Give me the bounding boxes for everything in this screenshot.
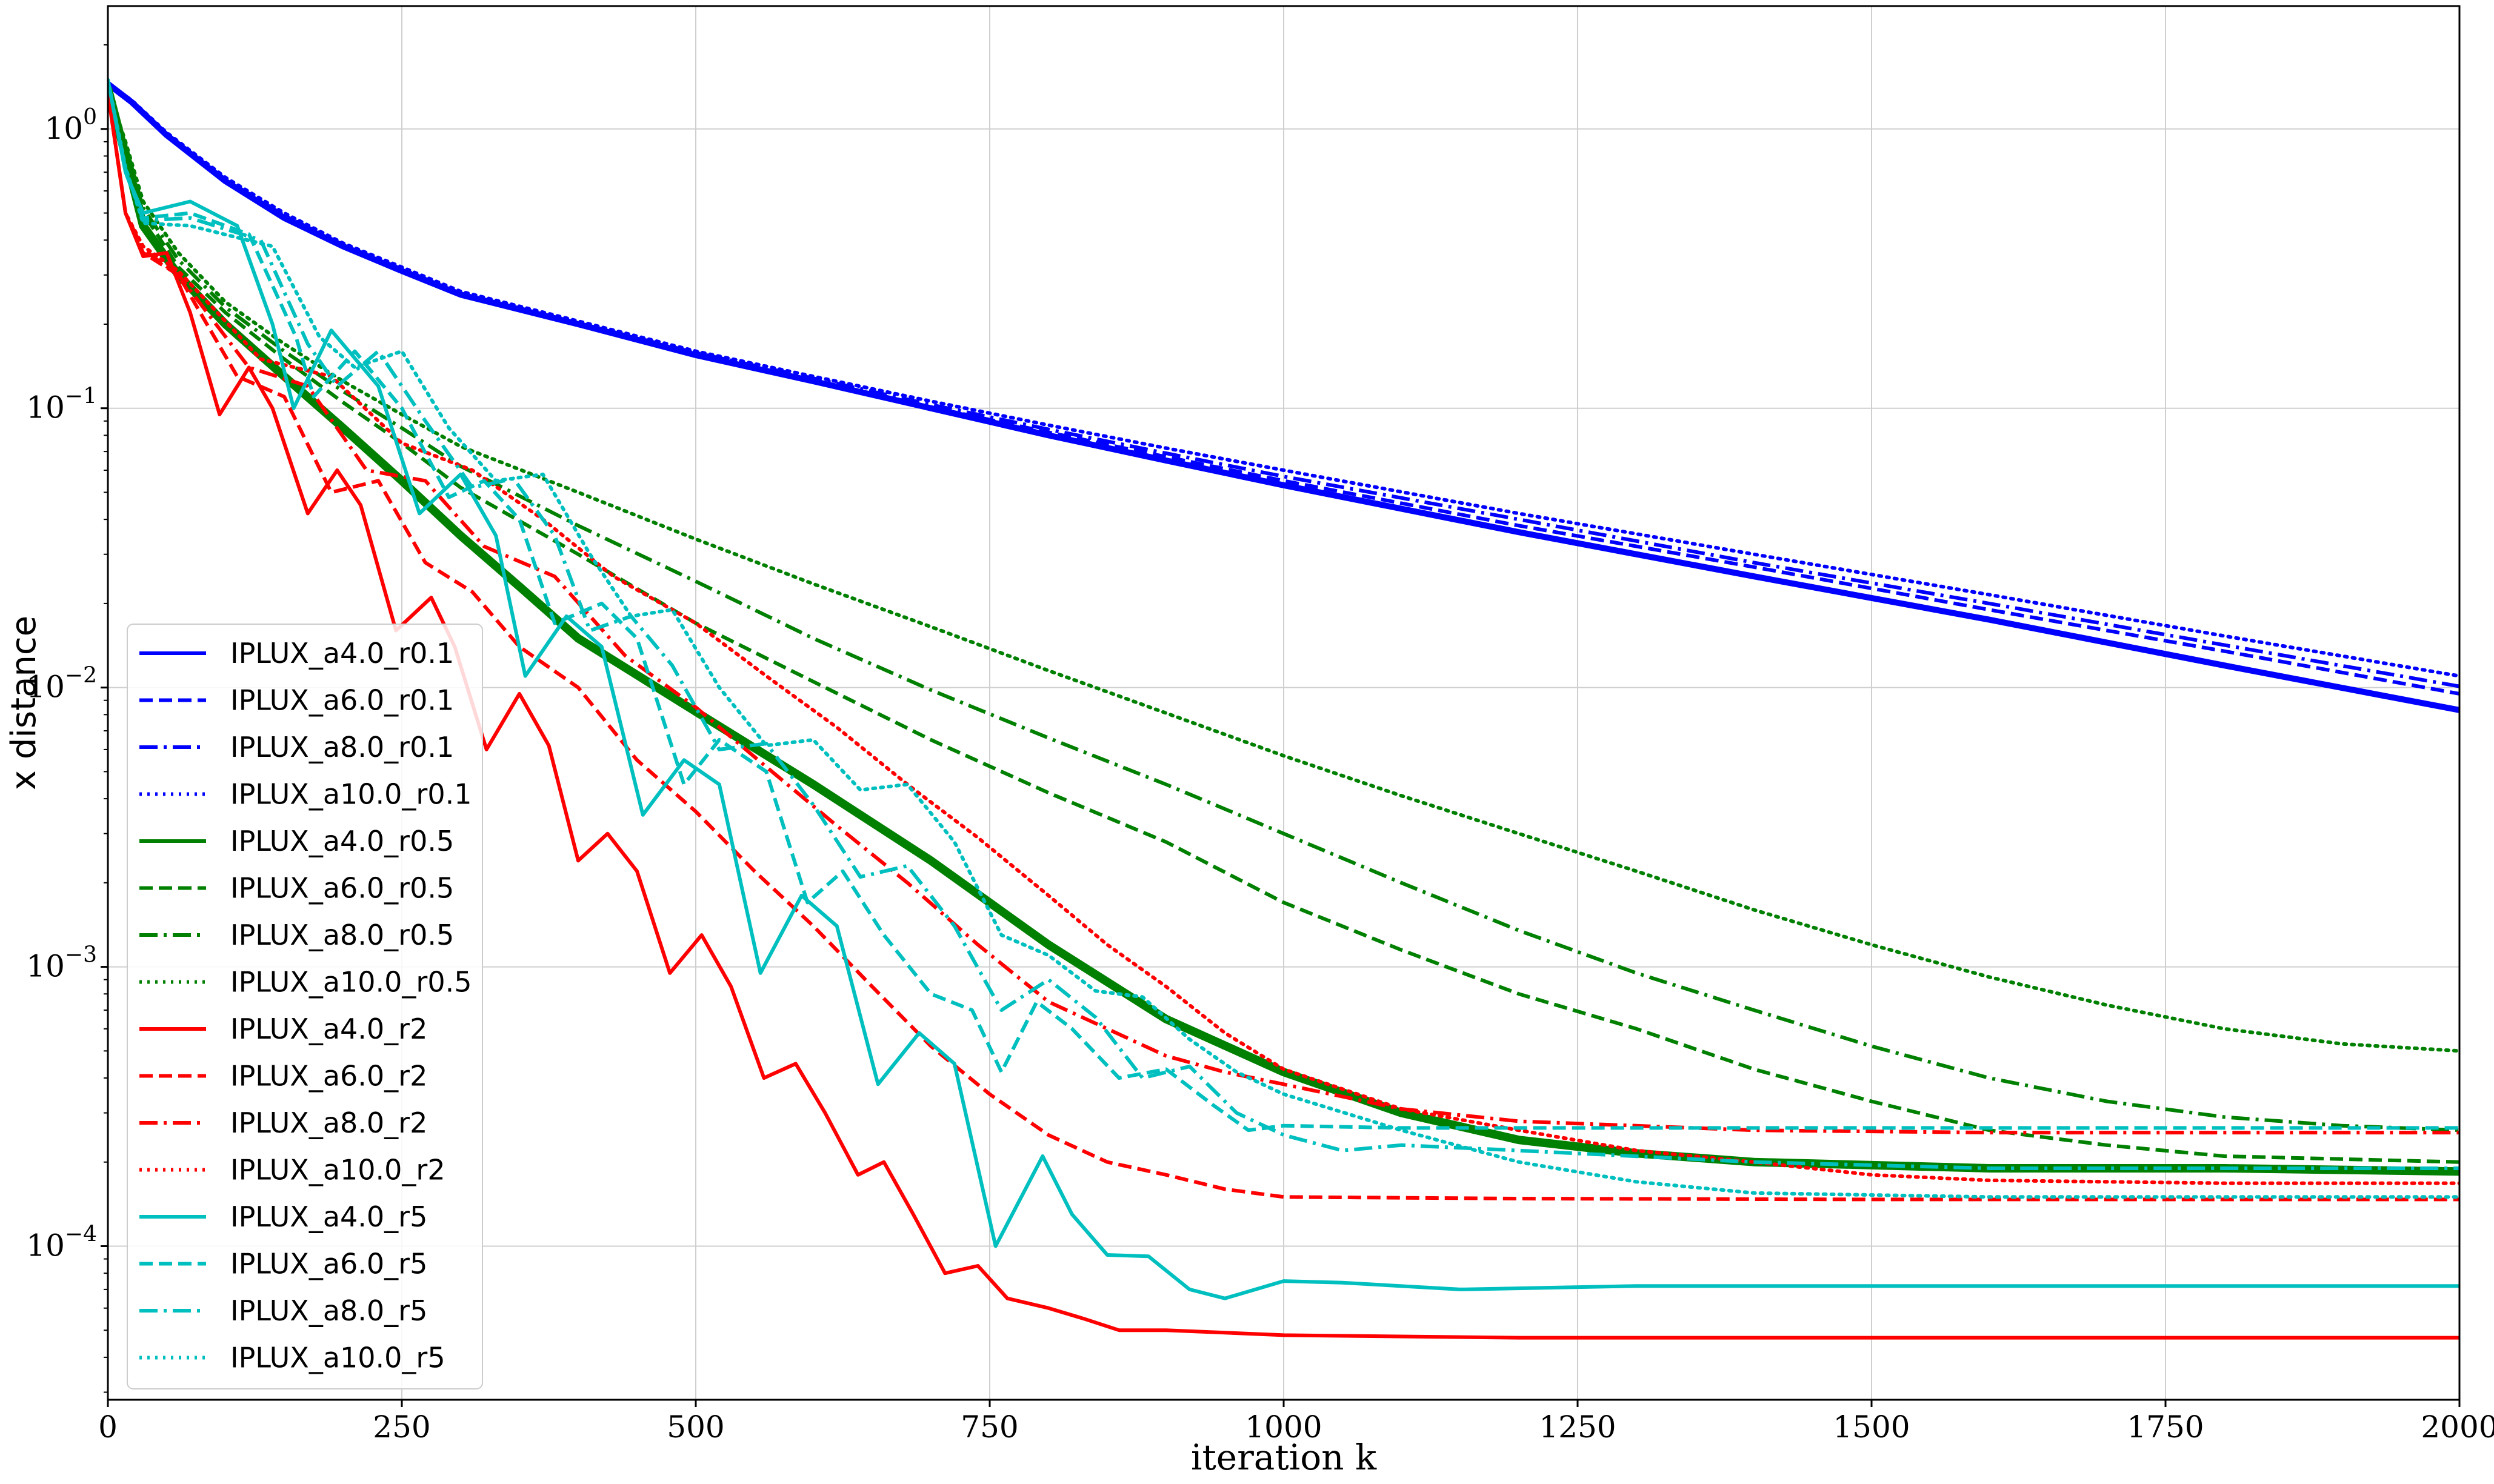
legend-label: IPLUX_a4.0_r2 <box>230 1013 427 1045</box>
x-axis-label: iteration k <box>1191 1437 1377 1478</box>
legend-label: IPLUX_a6.0_r5 <box>230 1248 427 1280</box>
grid-lines <box>107 6 2460 1400</box>
series-line-IPLUX_a4.0_r0.5 <box>108 87 2459 1176</box>
x-tick-label: 0 <box>98 1409 118 1445</box>
legend: IPLUX_a4.0_r0.1 IPLUX_a6.0_r0.1 IPLUX_a8.0… <box>127 624 483 1389</box>
series-line-IPLUX_a6.0_r5 <box>108 79 2459 1133</box>
legend-box <box>127 624 483 1389</box>
legend-label: IPLUX_a8.0_r5 <box>230 1294 427 1327</box>
y-axis-ticks: 100 10−1 10−2 10−3 10−4 <box>26 44 108 1393</box>
legend-label: IPLUX_a10.0_r0.5 <box>230 966 472 999</box>
x-axis-ticks: 0 250 500 750 1000 1250 1500 1750 2000 <box>98 1400 2494 1445</box>
legend-label: IPLUX_a10.0_r5 <box>230 1342 445 1374</box>
series-line-IPLUX_a10.0_r0.5 <box>108 86 2459 1053</box>
legend-label: IPLUX_a4.0_r5 <box>230 1200 427 1233</box>
legend-label: IPLUX_a6.0_r0.5 <box>230 872 454 905</box>
legend-label: IPLUX_a4.0_r0.5 <box>230 825 454 857</box>
legend-label: IPLUX_a10.0_r0.1 <box>230 778 472 811</box>
x-tick-label: 250 <box>373 1409 430 1445</box>
series-line-IPLUX_a8.0_r0.1 <box>108 82 2459 688</box>
series-line-IPLUX_a8.0_r2 <box>108 92 2459 1135</box>
legend-label: IPLUX_a8.0_r0.5 <box>230 919 454 951</box>
x-tick-label: 750 <box>961 1409 1018 1445</box>
series-line-IPLUX_a4.0_r5 <box>108 79 2459 1300</box>
series-line-IPLUX_a10.0_r0.1 <box>108 82 2459 678</box>
series-line-IPLUX_a8.0_r0.5 <box>108 87 2459 1133</box>
series-line-IPLUX_a8.0_r5 <box>108 79 2459 1170</box>
legend-label: IPLUX_a6.0_r2 <box>230 1060 427 1093</box>
x-tick-label: 500 <box>667 1409 724 1445</box>
x-tick-label: 1000 <box>1245 1409 1322 1445</box>
legend-label: IPLUX_a4.0_r0.1 <box>230 637 454 670</box>
series-line-IPLUX_a6.0_r0.1 <box>108 82 2459 696</box>
x-tick-label: 1500 <box>1833 1409 1910 1445</box>
legend-label: IPLUX_a10.0_r2 <box>230 1154 445 1186</box>
series-line-IPLUX_a10.0_r5 <box>108 78 2459 1199</box>
series-line-IPLUX_a6.0_r2 <box>108 92 2459 1202</box>
series-group <box>108 78 2459 1340</box>
y-tick-label: 10−2 <box>26 664 97 705</box>
y-tick-label: 10−4 <box>26 1222 97 1263</box>
legend-label: IPLUX_a8.0_r0.1 <box>230 731 454 764</box>
x-tick-label: 2000 <box>2421 1409 2494 1445</box>
x-tick-label: 1250 <box>1539 1409 1616 1445</box>
y-tick-label: 10−1 <box>26 384 97 425</box>
y-tick-label: 100 <box>44 105 97 146</box>
y-axis-label: x distance <box>4 616 44 790</box>
legend-label: IPLUX_a8.0_r2 <box>230 1106 427 1139</box>
y-tick-label: 10−3 <box>26 943 97 984</box>
series-line-IPLUX_a10.0_r2 <box>108 90 2459 1185</box>
series-line-IPLUX_a6.0_r0.5 <box>108 87 2459 1164</box>
x-tick-label: 1750 <box>2127 1409 2204 1445</box>
legend-label: IPLUX_a6.0_r0.1 <box>230 684 454 717</box>
